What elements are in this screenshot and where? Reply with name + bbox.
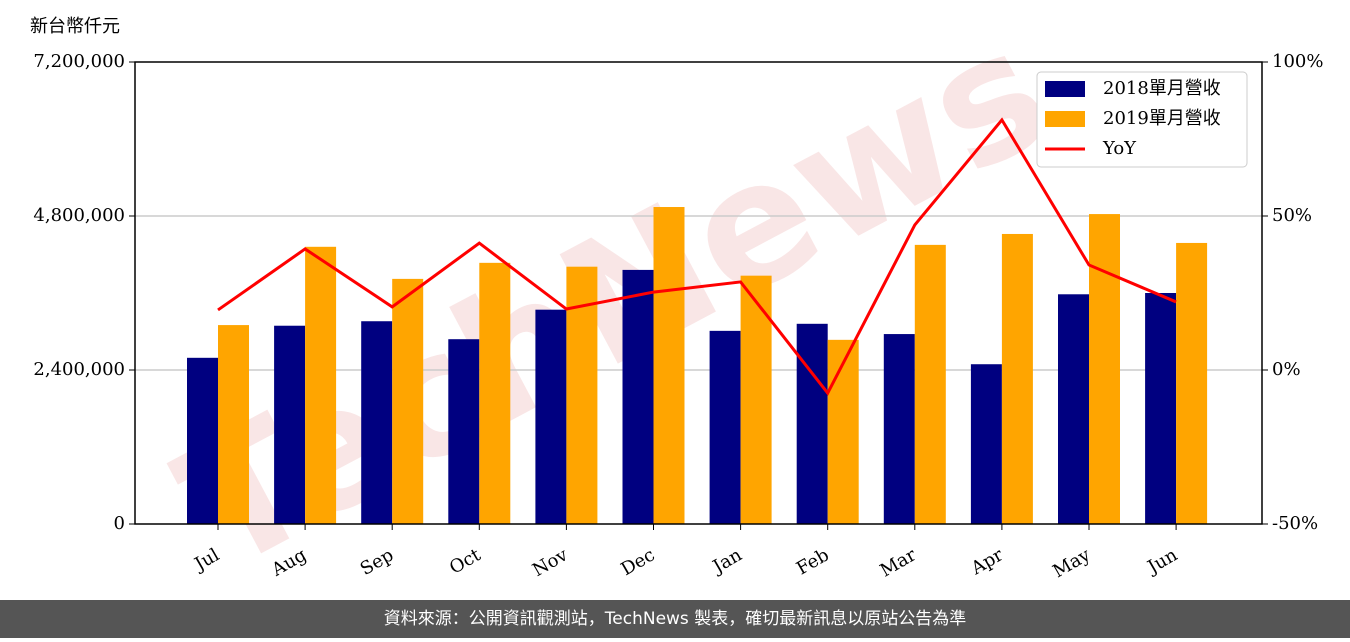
legend-box bbox=[1036, 71, 1248, 168]
bar bbox=[970, 364, 1002, 524]
y-tick-label: 2,400,000 bbox=[33, 359, 125, 380]
bar bbox=[709, 330, 741, 524]
x-tick-label: Dec bbox=[618, 544, 659, 580]
bar bbox=[392, 278, 424, 524]
bar bbox=[535, 309, 567, 524]
bar bbox=[1058, 294, 1089, 524]
footer-bar bbox=[0, 600, 1350, 638]
bar bbox=[883, 334, 915, 524]
bar bbox=[187, 357, 218, 524]
bar bbox=[566, 266, 598, 524]
bar bbox=[305, 246, 337, 525]
plot-frame bbox=[134, 61, 1263, 525]
bar bbox=[1176, 242, 1208, 524]
bar bbox=[361, 321, 393, 524]
legend-swatch bbox=[1045, 111, 1085, 127]
footer: 資料來源：公開資訊觀測站，TechNews 製表，確切最新訊息以原站公告為準 bbox=[384, 609, 966, 629]
bar bbox=[1145, 293, 1177, 524]
bar bbox=[448, 339, 480, 524]
bar bbox=[1001, 233, 1033, 524]
legend-swatch bbox=[1045, 81, 1085, 97]
x-tick-label: Jan bbox=[708, 544, 746, 578]
x-tick-label: Jun bbox=[1143, 544, 1182, 579]
y-tick-label: 7,200,000 bbox=[33, 51, 125, 72]
x-tick-label: Sep bbox=[357, 544, 397, 579]
bar bbox=[479, 262, 511, 524]
bar bbox=[796, 323, 828, 524]
x-tick-label: Oct bbox=[446, 544, 485, 579]
legend-label: 2019單月營收 bbox=[1103, 108, 1221, 129]
x-tick-label: Apr bbox=[967, 544, 1007, 579]
bar bbox=[218, 325, 249, 524]
bar bbox=[914, 244, 946, 524]
x-tick-label: Nov bbox=[529, 544, 572, 581]
x-tick-label: May bbox=[1049, 544, 1094, 582]
legend-label: YoY bbox=[1102, 138, 1137, 159]
line bbox=[217, 117, 1177, 396]
y2-tick-label: 50% bbox=[1272, 205, 1312, 226]
y2-tick-label: -50% bbox=[1272, 513, 1318, 534]
bar bbox=[827, 339, 859, 524]
x-tick-label: Mar bbox=[877, 544, 921, 581]
y2-tick-label: 0% bbox=[1272, 359, 1301, 380]
bar bbox=[274, 325, 306, 524]
bar bbox=[622, 269, 654, 524]
bar bbox=[653, 207, 685, 524]
bar bbox=[1089, 214, 1120, 524]
legend-label: 2018單月營收 bbox=[1103, 78, 1221, 99]
y-axis-label: 新台幣仟元 bbox=[30, 16, 120, 37]
y-tick-label: 0 bbox=[114, 513, 125, 534]
bar bbox=[740, 275, 772, 524]
x-tick-label: Feb bbox=[793, 544, 833, 579]
y-tick-label: 4,800,000 bbox=[33, 205, 125, 226]
y2-tick-label: 100% bbox=[1272, 51, 1323, 72]
